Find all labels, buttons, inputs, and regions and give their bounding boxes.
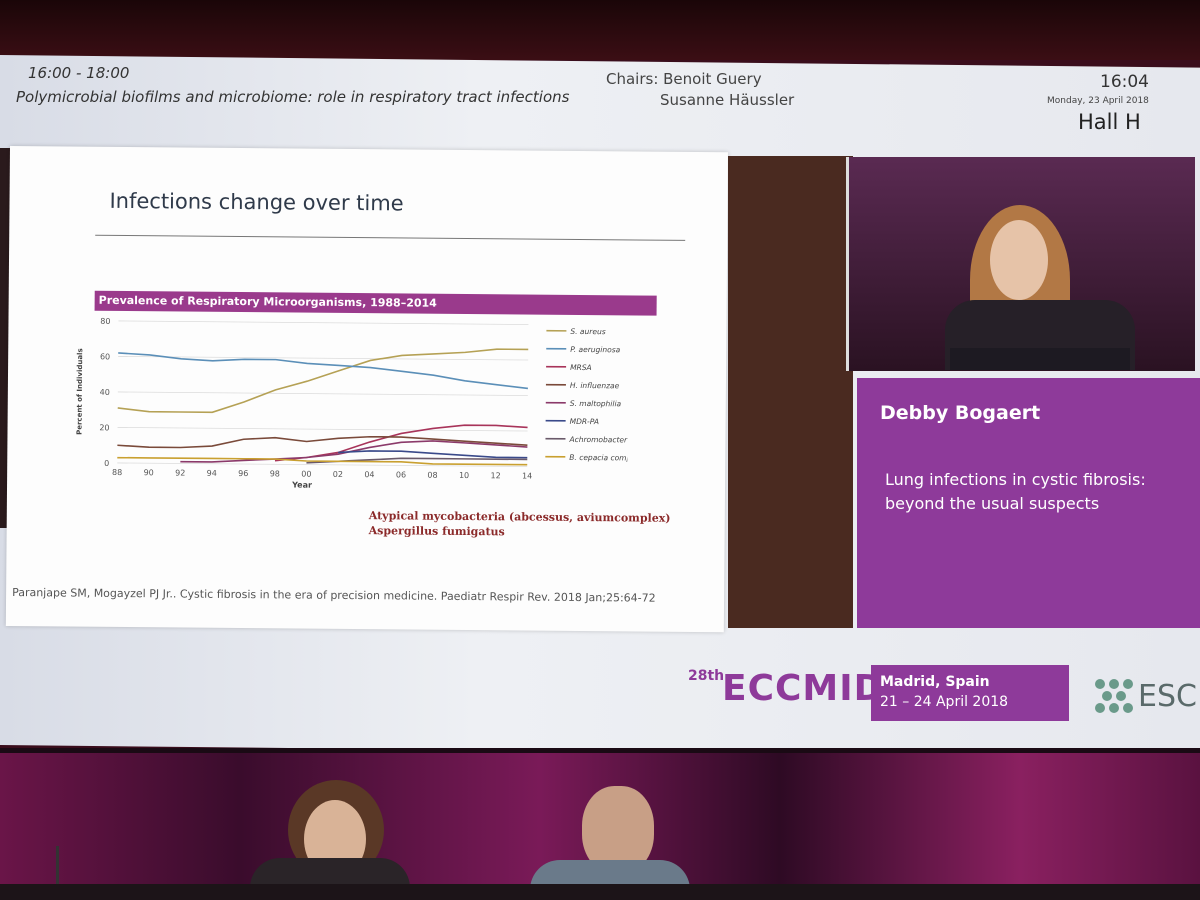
gridline bbox=[117, 427, 528, 432]
x-tick-label: 98 bbox=[270, 469, 280, 478]
lectern bbox=[950, 348, 1130, 370]
slide-side-panel bbox=[728, 156, 853, 628]
venue-city: Madrid, Spain bbox=[880, 674, 990, 690]
venue-dates: 21 – 24 April 2018 bbox=[880, 694, 1009, 710]
x-tick-label: 94 bbox=[207, 469, 217, 478]
annotation-mycobacteria: Atypical mycobacteria (abcessus, aviumco… bbox=[368, 509, 671, 525]
chairs-label: Chairs: Benoit Guery bbox=[606, 70, 762, 88]
legend-label: B. cepacia complex bbox=[569, 453, 628, 463]
y-axis-label: Percent of Individuals bbox=[75, 348, 84, 435]
x-tick-label: 88 bbox=[112, 468, 122, 477]
clock: 16:04 bbox=[1100, 72, 1149, 92]
x-tick-label: 92 bbox=[175, 468, 185, 477]
panel-table bbox=[0, 884, 1200, 900]
hall-name: Hall H bbox=[1078, 110, 1141, 134]
gridline bbox=[118, 320, 529, 325]
chart-title-banner: Prevalence of Respiratory Microorganisms… bbox=[94, 290, 657, 316]
legend-label: MDR-PA bbox=[570, 417, 600, 426]
microphone bbox=[56, 846, 59, 886]
speaker-face bbox=[990, 220, 1048, 300]
x-tick-label: 96 bbox=[238, 469, 248, 478]
speaker-card bbox=[857, 378, 1200, 628]
x-tick-label: 00 bbox=[301, 470, 311, 479]
gridline bbox=[117, 391, 528, 396]
esc-logo-text: ESC bbox=[1138, 679, 1197, 714]
panelist-2-head bbox=[582, 786, 654, 874]
venue-box bbox=[871, 665, 1069, 721]
slide-citation: Paranjape SM, Mogayzel PJ Jr.. Cystic fi… bbox=[12, 586, 656, 605]
series-line bbox=[118, 352, 528, 390]
y-tick-label: 20 bbox=[99, 423, 109, 432]
gridline bbox=[117, 462, 528, 467]
legend-label: Achromobacter bbox=[568, 435, 628, 445]
session-time-range: 16:00 - 18:00 bbox=[28, 64, 130, 82]
x-tick-label: 02 bbox=[333, 470, 343, 479]
edition-number: 28th bbox=[688, 668, 725, 684]
series-line bbox=[117, 435, 528, 449]
x-axis-label: Year bbox=[291, 480, 312, 489]
stage-edge bbox=[0, 748, 1200, 753]
legend-label: MRSA bbox=[570, 363, 592, 372]
y-tick-label: 80 bbox=[100, 317, 110, 326]
x-tick-label: 12 bbox=[490, 471, 500, 480]
x-tick-label: 10 bbox=[459, 471, 469, 480]
presentation-slide: Infections change over time Prevalence o… bbox=[5, 146, 728, 633]
x-tick-label: 06 bbox=[396, 470, 406, 479]
annotation-aspergillus: Aspergillus fumigatus bbox=[368, 524, 505, 539]
conference-logo: ECCMID bbox=[722, 668, 885, 709]
gridline bbox=[118, 356, 529, 361]
x-tick-label: 08 bbox=[427, 471, 437, 480]
y-tick-label: 60 bbox=[100, 352, 110, 361]
room-ceiling bbox=[0, 0, 1200, 60]
series-line bbox=[180, 440, 528, 463]
x-tick-label: 14 bbox=[522, 471, 532, 480]
date: Monday, 23 April 2018 bbox=[1047, 96, 1149, 106]
talk-title: Lung infections in cystic fibrosis: beyo… bbox=[885, 470, 1146, 513]
chair-name: Susanne Häussler bbox=[660, 91, 795, 109]
legend-label: P. aeruginosa bbox=[570, 345, 620, 354]
slide-title: Infections change over time bbox=[109, 188, 404, 216]
series-line bbox=[117, 456, 528, 466]
y-tick-label: 40 bbox=[100, 388, 110, 397]
prevalence-chart: 0 20 40 60 80 88 90 92 94 96 98 00 02 04 06 08 10 12 14 Yea… bbox=[75, 317, 628, 490]
y-tick-label: 0 bbox=[104, 459, 109, 468]
x-tick-label: 04 bbox=[364, 470, 374, 479]
series-line bbox=[117, 348, 529, 414]
speaker-name: Debby Bogaert bbox=[880, 402, 1041, 424]
series-line bbox=[338, 450, 528, 459]
x-tick-label: 90 bbox=[144, 468, 154, 477]
legend-label: H. influenzae bbox=[570, 381, 620, 390]
slide-divider bbox=[95, 234, 686, 241]
legend-label: S. aureus bbox=[570, 327, 605, 336]
legend-label: S. maltophilia bbox=[570, 399, 622, 408]
session-title: Polymicrobial biofilms and microbiome: r… bbox=[16, 88, 570, 106]
esc-logo-icon bbox=[1095, 679, 1133, 713]
